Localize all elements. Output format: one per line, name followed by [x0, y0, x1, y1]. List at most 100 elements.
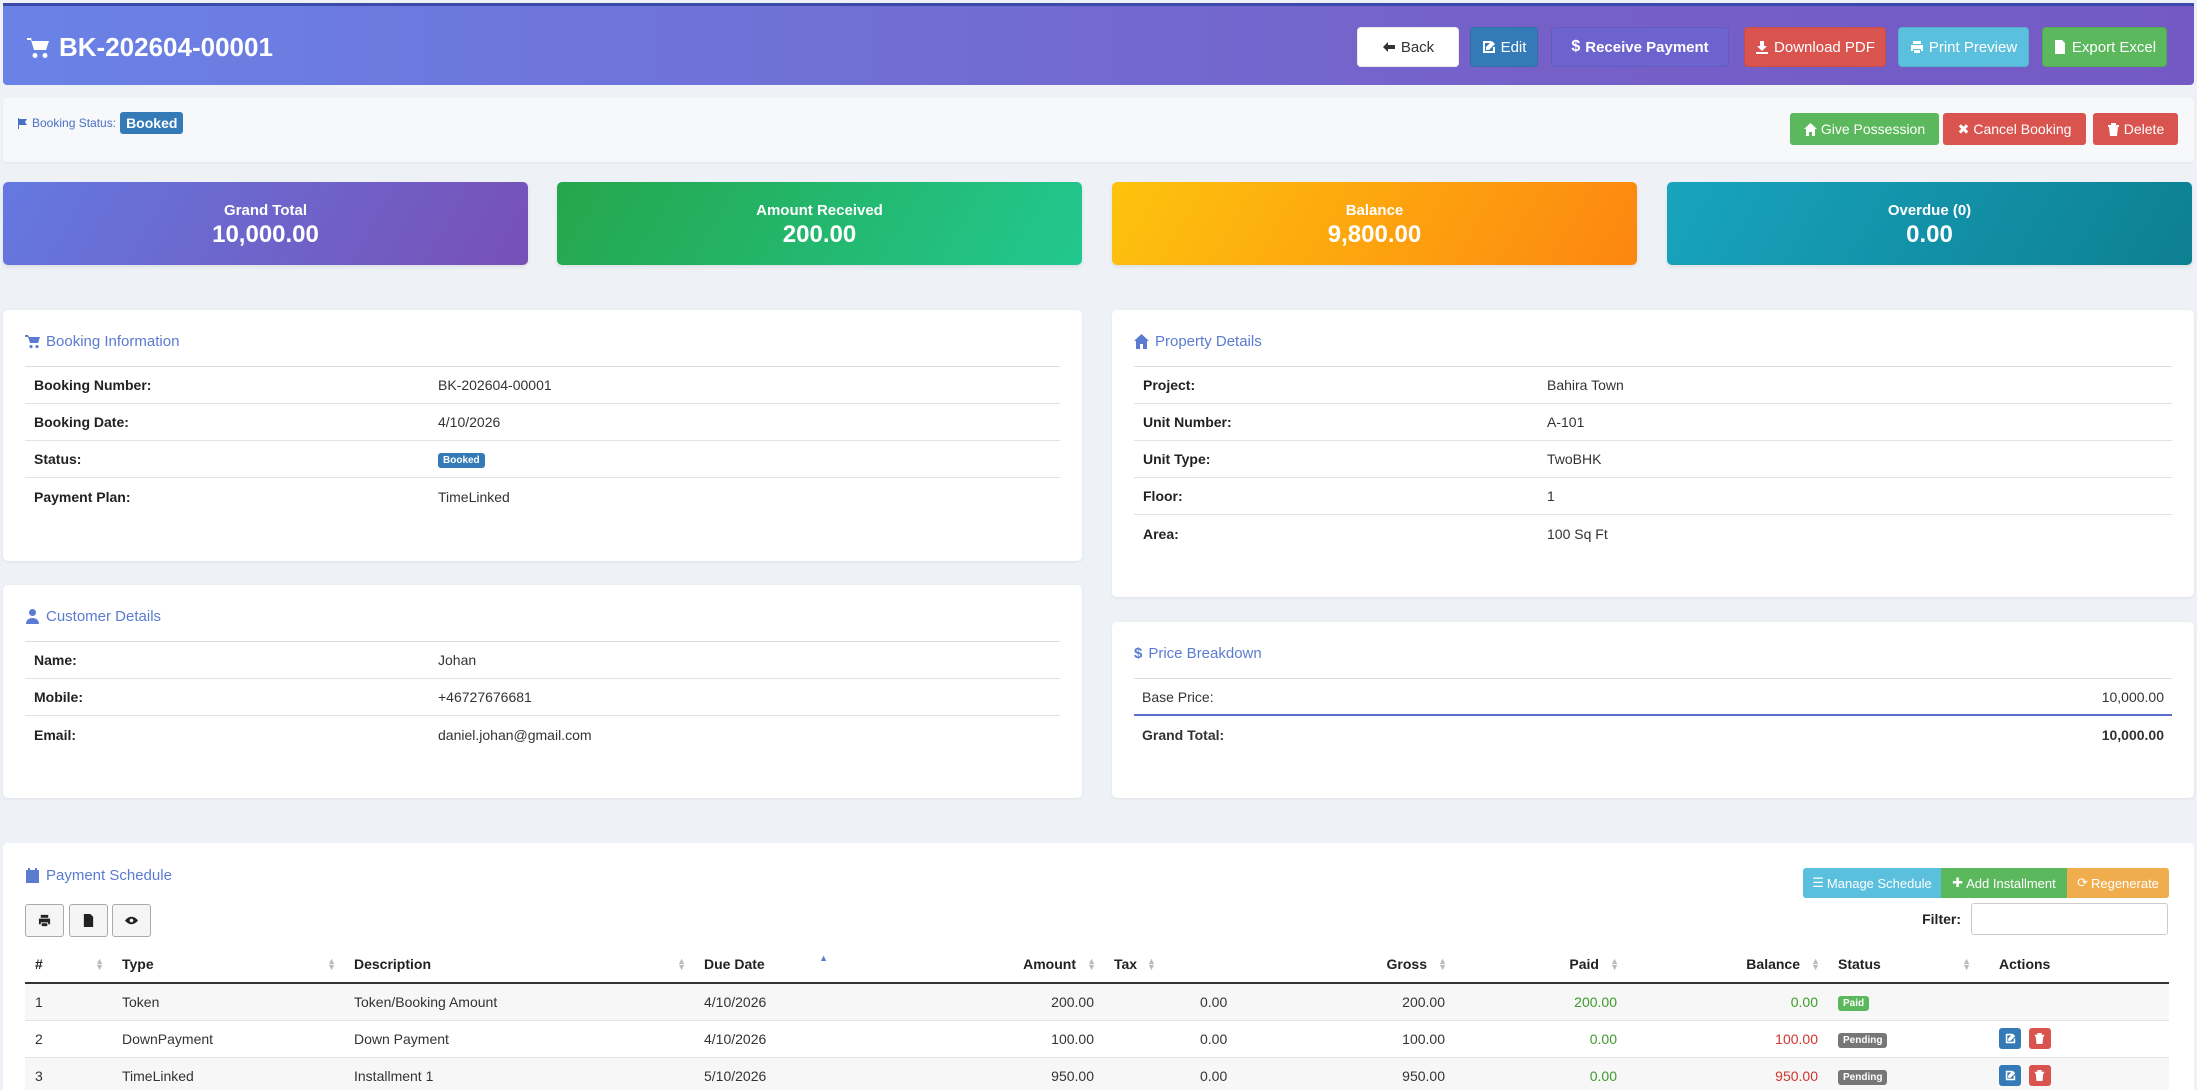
export-table-button[interactable] — [69, 904, 108, 937]
col-gross[interactable]: Gross ▲ ▼ — [1242, 945, 1455, 984]
info-row: Payment Plan: TimeLinked — [34, 488, 510, 505]
delete-row-button[interactable] — [2028, 1028, 2051, 1049]
page-header: BK-202604-00001 Back Edit $ Receive Paym… — [3, 3, 2194, 85]
cart-icon — [27, 37, 49, 58]
edit-icon — [2005, 1033, 2015, 1044]
payment-schedule-table: # ▲ ▼ Type ▲ ▼ Description ▲ ▼ Due Date ▲ Amoun… — [25, 945, 2169, 1090]
status-badge: Pending — [1838, 1032, 1888, 1048]
sort-icon: ▲ ▼ — [677, 956, 686, 972]
regenerate-button[interactable]: ⟳ Regenerate — [2067, 868, 2169, 898]
col-paid[interactable]: Paid ▲ ▼ — [1455, 945, 1627, 984]
col-type[interactable]: Type ▲ ▼ — [112, 945, 344, 984]
col-actions: Actions — [1979, 945, 2169, 984]
col-description[interactable]: Description ▲ ▼ — [344, 945, 694, 984]
sort-icon: ▲ ▼ — [1610, 956, 1619, 972]
refresh-icon: ⟳ — [2077, 875, 2088, 890]
filter-input[interactable] — [1971, 903, 2168, 935]
table-filter: Filter: — [1922, 903, 2168, 935]
info-row: Mobile: +46727676681 — [25, 679, 1060, 716]
user-icon — [26, 609, 39, 624]
col-number[interactable]: # ▲ ▼ — [25, 945, 112, 984]
info-row: Unit Type: TwoBHK — [1134, 441, 2172, 478]
arrow-left-icon — [1382, 42, 1395, 52]
status-badge: Pending — [1838, 1069, 1888, 1085]
receive-payment-button[interactable]: $ Receive Payment — [1551, 27, 1729, 67]
add-installment-button[interactable]: ✚ Add Installment — [1941, 868, 2067, 898]
info-row: Status: Booked — [25, 441, 1060, 478]
dollar-icon: $ — [1134, 645, 1143, 662]
toggle-columns-button[interactable] — [112, 904, 151, 937]
col-status[interactable]: Status ▲ ▼ — [1828, 945, 1979, 984]
table-header-row: # ▲ ▼ Type ▲ ▼ Description ▲ ▼ Due Date ▲ Amoun… — [25, 945, 2169, 984]
export-excel-button[interactable]: Export Excel — [2042, 27, 2167, 67]
info-row: Booking Number: BK-202604-00001 — [25, 367, 1060, 404]
status-badge: Booked — [438, 453, 485, 468]
status-badge: Booked — [120, 112, 184, 134]
download-icon — [1756, 41, 1769, 54]
info-row: Booking Date: 4/10/2026 — [25, 404, 1060, 441]
row-actions — [1979, 1057, 2169, 1090]
row-actions — [1979, 983, 2169, 1021]
edit-row-button[interactable] — [1999, 1065, 2021, 1086]
edit-button[interactable]: Edit — [1470, 27, 1538, 67]
panel-title: Payment Schedule — [25, 867, 172, 884]
edit-icon — [2005, 1070, 2015, 1081]
home-icon — [1134, 334, 1149, 349]
table-row: 2 DownPayment Down Payment 4/10/2026 100… — [25, 1020, 2169, 1058]
info-row: Project: Bahira Town — [1134, 367, 2172, 404]
download-pdf-button[interactable]: Download PDF — [1744, 27, 1886, 67]
sort-icon: ▲ ▼ — [327, 956, 336, 972]
file-icon — [2054, 40, 2065, 54]
panel-title: Booking Information — [25, 333, 179, 350]
manage-schedule-button[interactable]: ☰ Manage Schedule — [1803, 868, 1941, 898]
col-due-date[interactable]: Due Date ▲ — [694, 945, 884, 984]
overdue-card: Overdue (0) 0.00 — [1667, 182, 2192, 265]
col-amount[interactable]: Amount ▲ ▼ — [884, 945, 1104, 984]
balance-card: Balance 9,800.00 — [1112, 182, 1637, 265]
sort-icon: ▲ ▼ — [1438, 956, 1447, 972]
grand-total-row: Grand Total: 10,000.00 — [1142, 726, 2164, 743]
sort-icon: ▲ ▼ — [1962, 956, 1971, 972]
home-icon — [1803, 122, 1817, 136]
panel-title: Customer Details — [25, 608, 161, 625]
info-row: Floor: 1 — [1134, 478, 2172, 515]
price-breakdown-panel: $ Price Breakdown Base Price: 10,000.00 … — [1112, 622, 2194, 798]
payment-schedule-panel: Payment Schedule ☰ Manage Schedule ✚ Add… — [3, 843, 2194, 1090]
close-icon: ✖ — [1957, 120, 1970, 137]
give-possession-button[interactable]: Give Possession — [1790, 113, 1939, 145]
booking-status: Booking Status: Booked — [17, 112, 184, 134]
table-row: 1 Token Token/Booking Amount 4/10/2026 2… — [25, 983, 2169, 1021]
grand-total-card: Grand Total 10,000.00 — [3, 182, 528, 265]
print-icon — [1910, 41, 1923, 53]
trash-icon — [2035, 1033, 2045, 1044]
customer-details-panel: Customer Details Name: Johan Mobile: +4672… — [3, 585, 1082, 798]
page-title: BK-202604-00001 — [27, 32, 273, 63]
col-balance[interactable]: Balance ▲ ▼ — [1627, 945, 1828, 984]
customer-link[interactable]: Johan — [438, 652, 477, 668]
back-button[interactable]: Back — [1357, 27, 1459, 67]
file-icon — [83, 914, 94, 927]
cart-icon — [25, 335, 40, 349]
eye-icon — [125, 916, 138, 925]
sort-icon: ▲ ▼ — [1811, 956, 1820, 972]
delete-row-button[interactable] — [2028, 1065, 2051, 1086]
project-link[interactable]: Bahira Town — [1547, 377, 1624, 393]
sort-icon: ▲ ▼ — [1147, 956, 1156, 972]
trash-icon — [2107, 122, 2119, 136]
cancel-booking-button[interactable]: ✖ Cancel Booking — [1943, 113, 2086, 145]
property-details-panel: Property Details Project: Bahira Town Uni… — [1112, 310, 2194, 597]
list-icon: ☰ — [1812, 875, 1824, 890]
info-row: Unit Number: A-101 — [1134, 404, 2172, 441]
plus-icon: ✚ — [1952, 875, 1964, 890]
print-preview-button[interactable]: Print Preview — [1898, 27, 2029, 67]
unit-link[interactable]: A-101 — [1547, 414, 1585, 430]
col-tax[interactable]: Tax ▲ ▼ — [1104, 945, 1242, 984]
edit-row-button[interactable] — [1999, 1028, 2021, 1049]
delete-button[interactable]: Delete — [2093, 113, 2178, 145]
sort-icon: ▲ ▼ — [1087, 956, 1096, 972]
print-table-button[interactable] — [25, 904, 64, 937]
booking-status-bar: Booking Status: Booked Give Possession ✖… — [3, 98, 2194, 162]
sort-icon: ▲ ▼ — [95, 956, 104, 972]
info-row: Area: 100 Sq Ft — [1143, 525, 1608, 542]
dollar-icon: $ — [1571, 38, 1581, 55]
